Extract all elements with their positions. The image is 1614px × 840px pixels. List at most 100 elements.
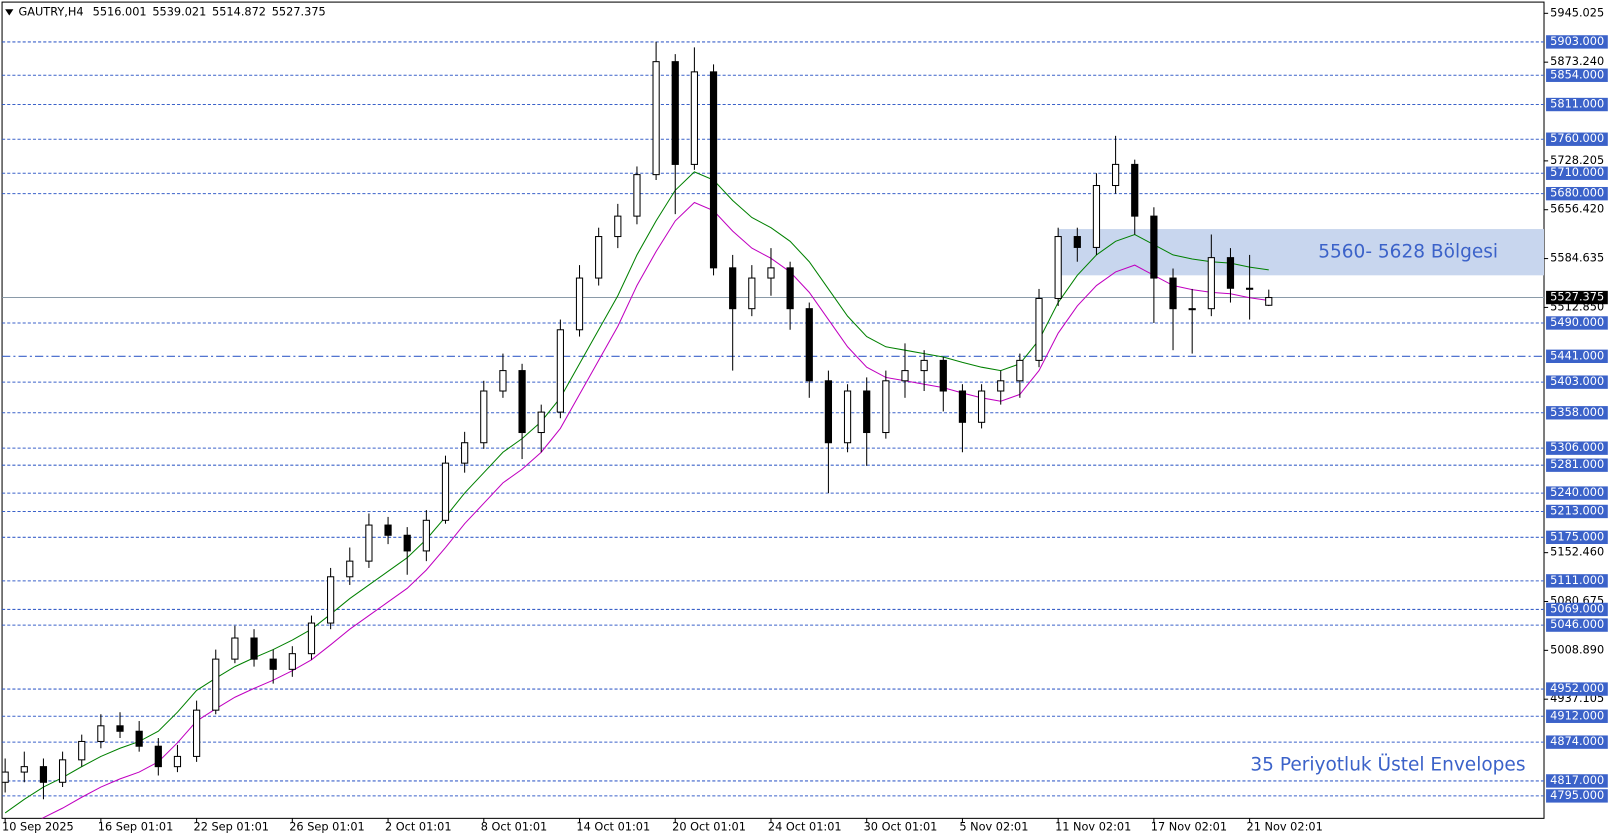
x-tick-label: 24 Oct 01:01 (768, 820, 842, 834)
y-tick-label: 5945.025 (1550, 5, 1604, 19)
candle-body (1054, 236, 1062, 299)
candle-body (843, 390, 852, 444)
x-tick-label: 20 Oct 01:01 (672, 820, 746, 834)
level-label-box (1546, 486, 1608, 500)
x-tick-label: 11 Nov 02:01 (1055, 820, 1131, 834)
candle-body (1131, 163, 1139, 217)
candle-body (671, 61, 679, 165)
level-label: 4952.000 (1550, 681, 1604, 695)
level-label-box (1546, 530, 1608, 545)
level-label-box (1546, 789, 1608, 803)
candle-body (97, 725, 105, 742)
plot-layer (2, 41, 1545, 819)
candle-body (614, 215, 622, 238)
level-label-box (1546, 709, 1608, 723)
level-label-box (1546, 458, 1608, 472)
level-label: 5441.000 (1550, 348, 1604, 362)
x-tick-label: 26 Sep 01:01 (289, 820, 365, 834)
x-tick-label: 22 Sep 01:01 (194, 820, 270, 834)
current-price-box (1546, 290, 1608, 305)
candle-body (250, 637, 258, 660)
x-tick-label: 8 Oct 01:01 (481, 820, 548, 834)
zone-label: 5560- 5628 Bölgesi (1318, 242, 1498, 263)
candle-body (1016, 359, 1024, 382)
candle-body (1226, 257, 1235, 289)
candle-body (652, 61, 660, 176)
candle-body (1111, 163, 1120, 187)
level-label-box (1546, 441, 1608, 455)
candle-body (1092, 184, 1101, 248)
level-label-box (1546, 735, 1608, 749)
candle-body (480, 390, 488, 444)
candle-body (173, 755, 182, 768)
level-label: 5854.000 (1550, 67, 1604, 81)
axis-layer: 5560- 5628 Bölgesi 5945.025 5873.240 5728.2… (2, 5, 1608, 834)
level-label-box (1546, 375, 1608, 389)
candle-body (977, 390, 986, 423)
candle-body (461, 442, 469, 464)
y-tick-label: 5873.240 (1550, 54, 1604, 68)
level-label-box (1546, 574, 1608, 588)
candle-body (1150, 215, 1158, 279)
candle-body (824, 380, 833, 444)
candle-body (39, 766, 48, 783)
level-label: 5680.000 (1550, 186, 1604, 200)
candle-body (193, 709, 201, 757)
high-value: 5539.021 (152, 4, 206, 18)
menu-arrow (5, 9, 14, 16)
candle-body (307, 622, 316, 655)
level-label-box (1546, 504, 1608, 519)
candle-body (384, 524, 392, 536)
level-label-box (1546, 35, 1608, 49)
level-label: 5903.000 (1550, 34, 1604, 48)
level-label: 5111.000 (1550, 573, 1604, 587)
x-tick-label: 2 Oct 01:01 (385, 820, 452, 834)
level-label: 4912.000 (1550, 708, 1604, 722)
x-tick-label: 17 Nov 02:01 (1151, 820, 1227, 834)
candle-body (748, 277, 756, 310)
level-label-box (1546, 774, 1608, 788)
annotation: 35 Periyotluk Üstel Envelopes (1250, 752, 1525, 775)
candle-body (269, 658, 277, 670)
level-label-box (1546, 682, 1608, 696)
level-label-box (1546, 97, 1608, 112)
candle-body (154, 745, 162, 768)
candle-body (863, 390, 871, 434)
y-tick-label: 5584.635 (1550, 251, 1604, 265)
level-label-box (1546, 166, 1608, 180)
level-label-box (1546, 618, 1608, 632)
level-label-box (1546, 132, 1608, 146)
candle-body (709, 71, 718, 269)
x-tick-label: 5 Nov 02:01 (959, 820, 1028, 834)
y-tick-label: 5008.890 (1550, 642, 1604, 656)
candle-body (212, 658, 220, 711)
candle-body (327, 576, 335, 624)
level-label: 5710.000 (1550, 165, 1604, 179)
level-label-box (1546, 316, 1608, 330)
level-label: 5358.000 (1550, 405, 1604, 419)
level-label: 4874.000 (1550, 734, 1604, 748)
candle-body (537, 411, 545, 434)
level-label: 5046.000 (1550, 617, 1604, 631)
candle-body (2, 771, 9, 783)
level-label: 4817.000 (1550, 773, 1604, 787)
level-label-box (1546, 68, 1608, 82)
candle-body (595, 236, 603, 279)
candle-body (20, 766, 28, 773)
candle-body (939, 359, 947, 392)
level-label-box (1546, 349, 1608, 363)
candle-body (365, 524, 373, 562)
y-tick-label: 5656.420 (1550, 202, 1604, 216)
current-price-label: 5527.375 (1550, 290, 1604, 304)
candle-body (78, 740, 86, 761)
candle-body (58, 759, 67, 783)
plot-area (1, 1, 1545, 819)
x-tick-label: 10 Sep 2025 (2, 820, 74, 834)
candle-body (690, 71, 698, 165)
candle-body (901, 370, 909, 382)
candle-body (1207, 257, 1215, 310)
candle-body (346, 560, 354, 578)
level-label: 5306.000 (1550, 440, 1604, 454)
candle-body (1246, 287, 1254, 290)
